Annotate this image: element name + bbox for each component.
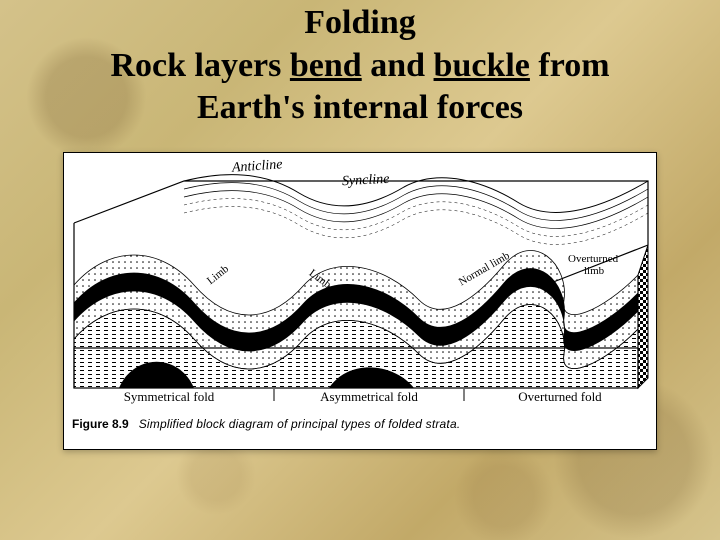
figure-caption: Figure 8.9 Simplified block diagram of p… <box>72 417 460 431</box>
label-anticline: Anticline <box>232 157 284 176</box>
figure-number: Figure 8.9 <box>72 417 129 431</box>
label-asymmetrical-fold: Asymmetrical fold <box>274 389 464 405</box>
figure-caption-text: Simplified block diagram of principal ty… <box>139 417 461 431</box>
title-line-2: Rock layers bend and buckle from <box>0 45 720 88</box>
label-symmetrical-fold: Symmetrical fold <box>64 389 274 405</box>
title-line-3: Earth's internal forces <box>0 87 720 130</box>
slide-heading: Folding Rock layers bend and buckle from… <box>0 0 720 130</box>
line2-mid: and <box>362 47 434 84</box>
fold-diagram-svg <box>64 153 658 451</box>
line2-pre: Rock layers <box>110 47 289 84</box>
line2-underline-bend: bend <box>290 47 362 84</box>
label-overturned-limb-1: Overturned <box>568 253 618 265</box>
label-overturned-fold: Overturned fold <box>464 389 656 405</box>
title-line-1: Folding <box>0 2 720 45</box>
label-syncline: Syncline <box>342 171 390 189</box>
fold-diagram: Anticline Syncline Limb Limb Normal limb… <box>63 152 657 450</box>
line2-post: from <box>530 47 610 84</box>
fold-type-labels: Symmetrical fold Asymmetrical fold Overt… <box>64 389 656 405</box>
line2-underline-buckle: buckle <box>434 47 530 84</box>
label-overturned-limb-2: limb <box>584 265 604 277</box>
